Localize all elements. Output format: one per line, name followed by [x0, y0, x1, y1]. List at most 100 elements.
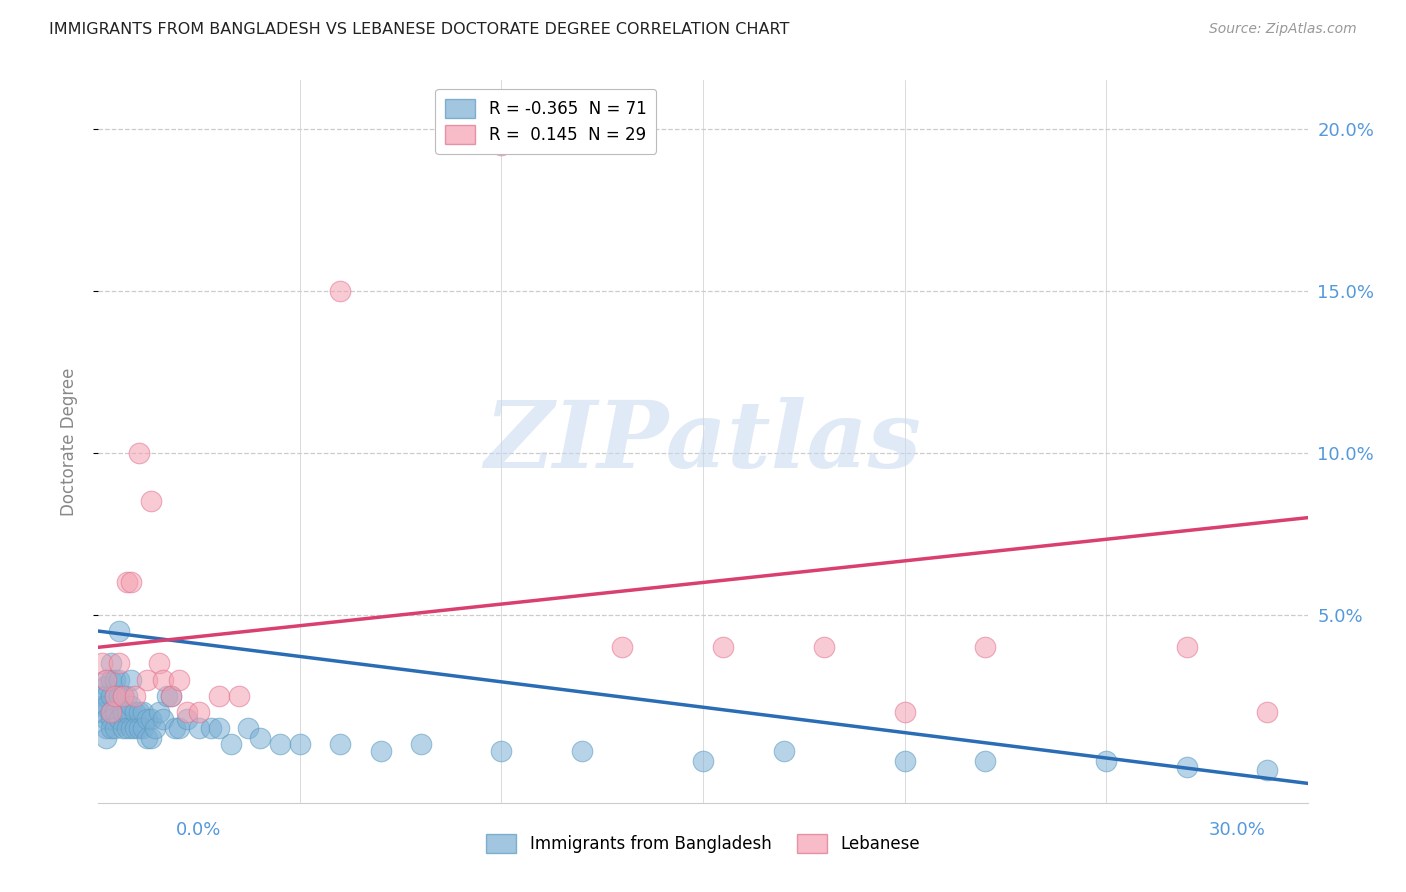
Point [329, 738, 352, 752]
Point [128, 721, 150, 735]
Point [115, 705, 138, 719]
Point [103, 705, 125, 719]
Point [100, 705, 122, 719]
Point [115, 721, 138, 735]
Point [96, 712, 118, 726]
Point [176, 712, 198, 726]
Point [132, 721, 155, 735]
Point [96, 721, 118, 735]
Point [612, 640, 634, 655]
Point [188, 721, 211, 735]
Text: IMMIGRANTS FROM BANGLADESH VS LEBANESE DOCTORATE DEGREE CORRELATION CHART: IMMIGRANTS FROM BANGLADESH VS LEBANESE D… [49, 22, 790, 37]
Point [124, 721, 146, 735]
Point [160, 689, 183, 703]
Point [132, 705, 155, 719]
Y-axis label: Doctorate Degree: Doctorate Degree [59, 368, 77, 516]
Point [139, 494, 162, 508]
Point [139, 712, 162, 726]
Point [96, 731, 118, 745]
Point [139, 731, 162, 745]
Point [91, 698, 114, 713]
Text: 30.0%: 30.0% [1209, 821, 1265, 838]
Point [156, 689, 179, 703]
Point [107, 712, 129, 726]
Point [1256, 764, 1278, 778]
Point [100, 705, 122, 719]
Text: Source: ZipAtlas.com: Source: ZipAtlas.com [1209, 22, 1357, 37]
Point [100, 673, 122, 687]
Point [176, 705, 198, 719]
Point [91, 689, 114, 703]
Point [711, 640, 734, 655]
Point [188, 705, 211, 719]
Legend: Immigrants from Bangladesh, Lebanese: Immigrants from Bangladesh, Lebanese [479, 827, 927, 860]
Point [1175, 640, 1198, 655]
Point [103, 689, 125, 703]
Point [167, 673, 190, 687]
Point [111, 721, 134, 735]
Point [893, 705, 915, 719]
Text: 0.0%: 0.0% [176, 821, 221, 838]
Point [96, 673, 118, 687]
Point [167, 721, 190, 735]
Point [329, 284, 352, 298]
Point [200, 721, 222, 735]
Point [1256, 705, 1278, 719]
Point [163, 721, 186, 735]
Point [115, 689, 138, 703]
Point [103, 673, 125, 687]
Point [249, 731, 271, 745]
Point [100, 712, 122, 726]
Point [120, 575, 142, 590]
Point [692, 754, 714, 768]
Point [107, 673, 129, 687]
Point [1175, 760, 1198, 774]
Point [103, 721, 125, 735]
Point [128, 446, 150, 460]
Point [813, 640, 835, 655]
Text: ZIPatlas: ZIPatlas [485, 397, 921, 486]
Point [107, 689, 129, 703]
Point [208, 689, 231, 703]
Point [107, 624, 129, 638]
Point [124, 705, 146, 719]
Point [100, 721, 122, 735]
Point [115, 575, 138, 590]
Point [96, 673, 118, 687]
Point [571, 744, 593, 758]
Point [135, 673, 157, 687]
Point [91, 657, 114, 671]
Point [269, 738, 291, 752]
Point [228, 689, 250, 703]
Point [148, 657, 170, 671]
Point [208, 721, 231, 735]
Point [91, 705, 114, 719]
Point [152, 673, 174, 687]
Point [893, 754, 915, 768]
Point [111, 705, 134, 719]
Point [120, 721, 142, 735]
Point [128, 705, 150, 719]
Point [148, 705, 170, 719]
Point [491, 138, 513, 153]
Point [111, 689, 134, 703]
Point [143, 721, 166, 735]
Point [974, 754, 997, 768]
Point [100, 689, 122, 703]
Point [120, 673, 142, 687]
Point [288, 738, 311, 752]
Point [370, 744, 392, 758]
Point [974, 640, 997, 655]
Point [96, 679, 118, 693]
Point [135, 712, 157, 726]
Point [103, 689, 125, 703]
Point [491, 744, 513, 758]
Point [100, 657, 122, 671]
Point [772, 744, 794, 758]
Point [409, 738, 432, 752]
Point [221, 738, 243, 752]
Point [124, 689, 146, 703]
Point [160, 689, 183, 703]
Point [1095, 754, 1118, 768]
Point [135, 731, 157, 745]
